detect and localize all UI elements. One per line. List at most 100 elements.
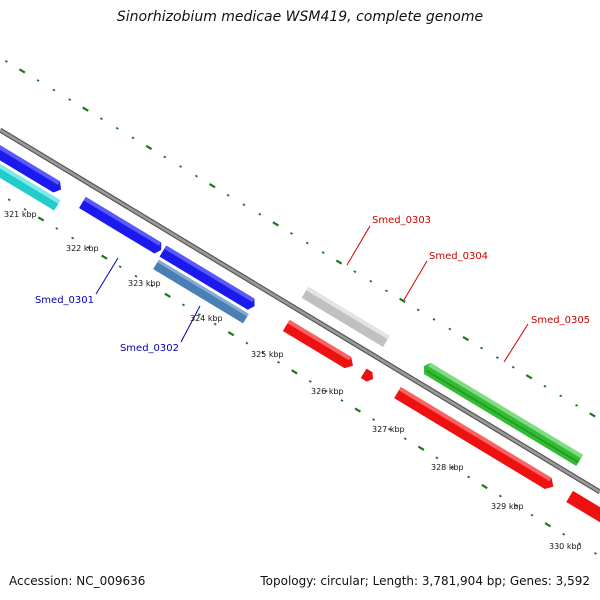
tick-mark — [71, 236, 75, 240]
tick-mark — [258, 212, 262, 216]
tick-mark — [335, 259, 343, 265]
tick-mark — [544, 522, 552, 528]
tick-mark — [55, 227, 59, 230]
gene-cyan[interactable] — [0, 149, 61, 211]
tick-label-325: 325 kbp — [251, 350, 284, 359]
tick-mark — [118, 265, 122, 269]
label-smed-0304: Smed_0304 — [429, 251, 488, 262]
gene-blue-mid[interactable] — [159, 245, 258, 311]
tick-mark — [324, 389, 328, 393]
callout-smed-0301 — [95, 257, 119, 295]
callout-smed-0302 — [180, 305, 201, 343]
tick-mark — [543, 384, 547, 388]
label-smed-0302: Smed_0302 — [120, 343, 179, 354]
callout-smed-0303 — [346, 225, 371, 266]
gene-blue-left[interactable] — [0, 135, 64, 195]
map-title: Sinorhizobium medicae WSM419, complete g… — [116, 9, 484, 25]
gene-smed-0302[interactable] — [153, 259, 249, 324]
gene-smed-0301[interactable] — [79, 196, 164, 256]
tick-mark — [511, 365, 515, 369]
tick-mark — [525, 374, 533, 380]
tick-mark — [514, 504, 518, 507]
tick-mark — [23, 208, 27, 211]
tick-mark — [589, 412, 596, 418]
tick-mark — [82, 106, 89, 112]
tick-mark — [369, 279, 373, 283]
tick-mark — [593, 552, 597, 555]
tick-mark — [37, 216, 45, 222]
accession-text: Accession: NC_009636 — [9, 574, 146, 588]
tick-mark — [578, 542, 582, 546]
label-smed-0301: Smed_0301 — [35, 295, 94, 306]
genome-summary-text: Topology: circular; Length: 3,781,904 bp… — [260, 574, 590, 588]
tick-mark — [467, 475, 471, 479]
tick-mark — [226, 193, 230, 197]
callout-smed-0304 — [403, 260, 428, 301]
gene-red-small[interactable] — [360, 368, 376, 384]
tick-mark — [448, 327, 452, 331]
tick-mark — [308, 380, 312, 383]
tick-label-327: 327 kbp — [372, 425, 405, 434]
tick-mark — [291, 369, 298, 375]
tick-mark — [305, 241, 309, 245]
tick-mark — [4, 60, 8, 63]
tick-mark — [179, 165, 183, 168]
tick-mark — [197, 313, 201, 316]
gene-smed-0305[interactable] — [420, 361, 584, 466]
tick-label-326: 326 kbp — [311, 387, 344, 396]
tick-mark — [99, 117, 103, 121]
tick-mark — [480, 346, 484, 350]
tick-mark — [559, 394, 563, 398]
gene-smed-0304[interactable] — [282, 319, 357, 371]
tick-mark — [399, 297, 406, 303]
tick-label-330: 330 kbp — [549, 542, 582, 551]
tick-mark — [403, 437, 407, 441]
tick-mark — [498, 494, 502, 498]
tick-mark — [481, 483, 488, 490]
tick-mark — [272, 221, 279, 227]
tick-mark — [417, 445, 425, 451]
tick-mark — [131, 136, 135, 140]
tick-mark — [115, 126, 119, 130]
tick-mark — [575, 404, 579, 407]
gene-red-long[interactable] — [394, 387, 557, 492]
tick-mark — [164, 292, 171, 298]
tick-mark — [289, 232, 293, 235]
tick-mark — [321, 251, 325, 254]
tick-mark — [52, 88, 56, 92]
tick-label-324: 324 kbp — [190, 314, 223, 323]
tick-mark — [435, 456, 439, 460]
gene-red-edge[interactable] — [566, 490, 600, 525]
tick-mark — [261, 351, 265, 355]
tick-mark — [387, 427, 391, 431]
tick-mark — [562, 532, 566, 536]
tick-mark — [101, 254, 108, 260]
tick-mark — [134, 274, 138, 278]
tick-mark — [36, 79, 40, 82]
label-smed-0305: Smed_0305 — [531, 315, 590, 326]
tick-mark — [372, 418, 376, 421]
gene-smed-0303[interactable] — [301, 286, 390, 347]
outer-tick-row — [4, 60, 596, 418]
label-smed-0303: Smed_0303 — [372, 215, 431, 226]
tick-mark — [18, 68, 26, 74]
tick-mark — [353, 270, 357, 274]
callout-smed-0305 — [503, 323, 529, 363]
tick-mark — [462, 335, 470, 342]
tick-mark — [451, 466, 455, 469]
tick-mark — [530, 513, 534, 517]
tick-mark — [277, 360, 281, 364]
tick-mark — [86, 246, 90, 249]
tick-mark — [163, 155, 167, 159]
tick-label-323: 323 kbp — [128, 279, 161, 288]
tick-mark — [385, 289, 388, 293]
tick-mark — [354, 407, 362, 413]
tick-mark — [495, 356, 499, 360]
tick-label-328: 328 kbp — [431, 463, 464, 472]
tick-mark — [150, 284, 154, 288]
tick-mark — [213, 322, 217, 326]
tick-mark — [68, 98, 72, 102]
tick-mark — [432, 318, 436, 321]
